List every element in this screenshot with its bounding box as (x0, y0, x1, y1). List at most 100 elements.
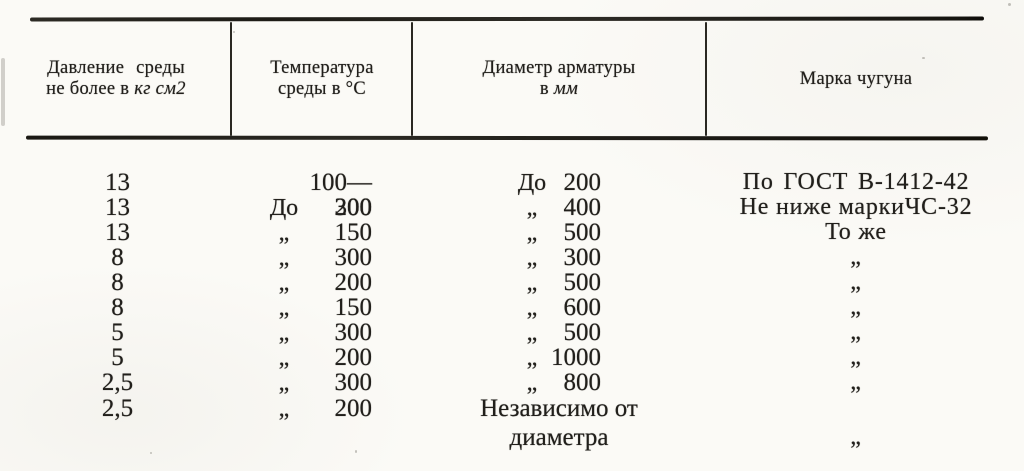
ditto-mark: „ (526, 195, 538, 221)
temperature-value: 300 (334, 244, 373, 271)
ditto-mark: „ (526, 245, 538, 271)
temperature-cell: „ 300 (266, 320, 372, 346)
temperature-cell: „ 150 (266, 220, 372, 246)
diameter-cell: „ 800 (514, 370, 601, 396)
diameter-cell: „ 1000 (514, 345, 601, 371)
diameter-value: 500 (563, 219, 602, 246)
diameter-cell: „ 500 (514, 270, 601, 296)
scan-speck (922, 57, 925, 59)
ditto-mark: „ (278, 370, 290, 396)
scan-speck (1008, 3, 1011, 6)
table-body: 13 100—300 До 200 По ГОСТ В-1412-42 13 До… (0, 169, 1024, 451)
pressure-cell: 5 (111, 319, 124, 346)
temperature-cell: „ 200 (266, 345, 372, 371)
table-row: 5 „ 300 „ 500 „ (0, 319, 1024, 346)
scan-edge-artifact (1, 58, 5, 126)
table-row: 2,5 „ 200 Независимо от (0, 396, 1024, 422)
temperature-value: 200 (334, 269, 373, 296)
pressure-cell: 2,5 (101, 369, 134, 396)
table-row: 8 „ 200 „ 500 „ (0, 269, 1024, 296)
ditto-mark: „ (278, 345, 290, 371)
temperature-cell: „ 150 (266, 295, 372, 321)
column-divider-1 (230, 22, 232, 136)
ditto-mark: „ (526, 295, 538, 321)
table-row: 8 „ 150 „ 600 „ (0, 294, 1024, 321)
ditto-mark: „ (278, 220, 290, 246)
ditto-mark: „ (526, 220, 538, 246)
grade-cell: „ (850, 269, 862, 295)
header-grade: Марка чугуна (706, 58, 1006, 90)
table-row: 8 „ 300 „ 300 „ (0, 244, 1024, 271)
header-temperature-line2: среды в °С (278, 79, 366, 99)
diameter-value: 200 (563, 169, 602, 196)
diameter-cell: „ 500 (514, 320, 601, 346)
diameter-cell-line2: диаметра (509, 424, 609, 451)
grade-cell: „ (850, 294, 862, 320)
scan-speck (150, 452, 152, 454)
header-diameter-line1: Диаметр арматуры (482, 58, 636, 78)
grade-cell: То же (825, 219, 887, 245)
pressure-cell: 8 (111, 269, 124, 296)
temperature-value: 200 (334, 194, 373, 221)
header-pressure-unit: кг см2 (134, 79, 186, 99)
header-temperature-line1: Температура (270, 58, 374, 78)
header-diameter-line2: в мм (412, 79, 706, 100)
ditto-mark: „ (278, 270, 290, 296)
header-temperature: Температура среды в °С (232, 58, 412, 100)
temperature-cell: „ 300 (266, 370, 372, 396)
column-divider-3 (705, 22, 707, 136)
diameter-value: 500 (563, 319, 602, 346)
ditto-mark: „ (526, 345, 538, 371)
grade-cell: „ (850, 424, 862, 450)
diameter-value: 800 (563, 369, 602, 396)
diameter-cell: „ 300 (514, 245, 601, 271)
header-diameter: Диаметр арматуры в мм (412, 58, 706, 100)
temperature-cell: „ 200 (266, 270, 372, 296)
pressure-cell: 13 (105, 169, 130, 196)
temperature-prefix: До (269, 195, 299, 221)
pressure-cell: 5 (111, 344, 124, 371)
ditto-mark: „ (526, 370, 538, 396)
diameter-value: 400 (563, 194, 602, 221)
grade-cell: „ (850, 319, 862, 345)
grade-cell: „ (850, 369, 862, 395)
diameter-cell: „ 600 (514, 295, 601, 321)
temperature-value: 300 (334, 369, 373, 396)
grade-cell: „ (850, 244, 862, 270)
table-row-continuation: диаметра „ (0, 424, 1024, 451)
grade-cell: „ (850, 344, 862, 370)
diameter-value: 600 (563, 294, 602, 321)
temperature-value: 200 (334, 344, 373, 371)
table-row: 13 До 200 „ 400 Не ниже маркиЧС-32 (0, 194, 1024, 221)
temperature-value: 150 (334, 294, 373, 321)
ditto-mark: „ (526, 320, 538, 346)
header-grade-line1: Марка чугуна (799, 69, 913, 89)
diameter-prefix: До (517, 170, 547, 196)
header-pressure-line2: не более в кг см2 (30, 79, 202, 100)
table-row: 13 „ 150 „ 500 То же (0, 219, 1024, 246)
header-pressure: Давление среды не более в кг см2 (30, 58, 202, 100)
temperature-value: 150 (334, 219, 373, 246)
diameter-value: 1000 (551, 344, 601, 371)
diameter-cell: „ 400 (514, 195, 601, 221)
column-divider-2 (411, 22, 413, 136)
temperature-cell: „ 300 (266, 245, 372, 271)
header-diameter-line2-text: в (539, 79, 554, 99)
header-pressure-line1: Давление среды (47, 58, 185, 78)
diameter-value: 500 (563, 269, 602, 296)
header-diameter-unit: мм (553, 79, 579, 99)
temperature-cell: 100—300 (266, 169, 373, 221)
pressure-cell: 13 (105, 219, 130, 246)
grade-cell: По ГОСТ В-1412-42 (742, 169, 970, 195)
ditto-mark: „ (278, 245, 290, 271)
pressure-cell: 13 (105, 194, 130, 221)
table-row: 5 „ 200 „ 1000 „ (0, 344, 1024, 371)
table-top-rule (29, 16, 985, 22)
table-row: 13 100—300 До 200 По ГОСТ В-1412-42 (0, 169, 1024, 221)
temperature-cell: До 200 (266, 195, 372, 221)
grade-cell: Не ниже маркиЧС-32 (739, 194, 973, 220)
temperature-value: 100—300 (309, 169, 373, 221)
table-row: 2,5 „ 300 „ 800 „ (0, 369, 1024, 396)
temperature-cell: „ 200 (266, 396, 372, 422)
scan-speck (355, 450, 357, 453)
